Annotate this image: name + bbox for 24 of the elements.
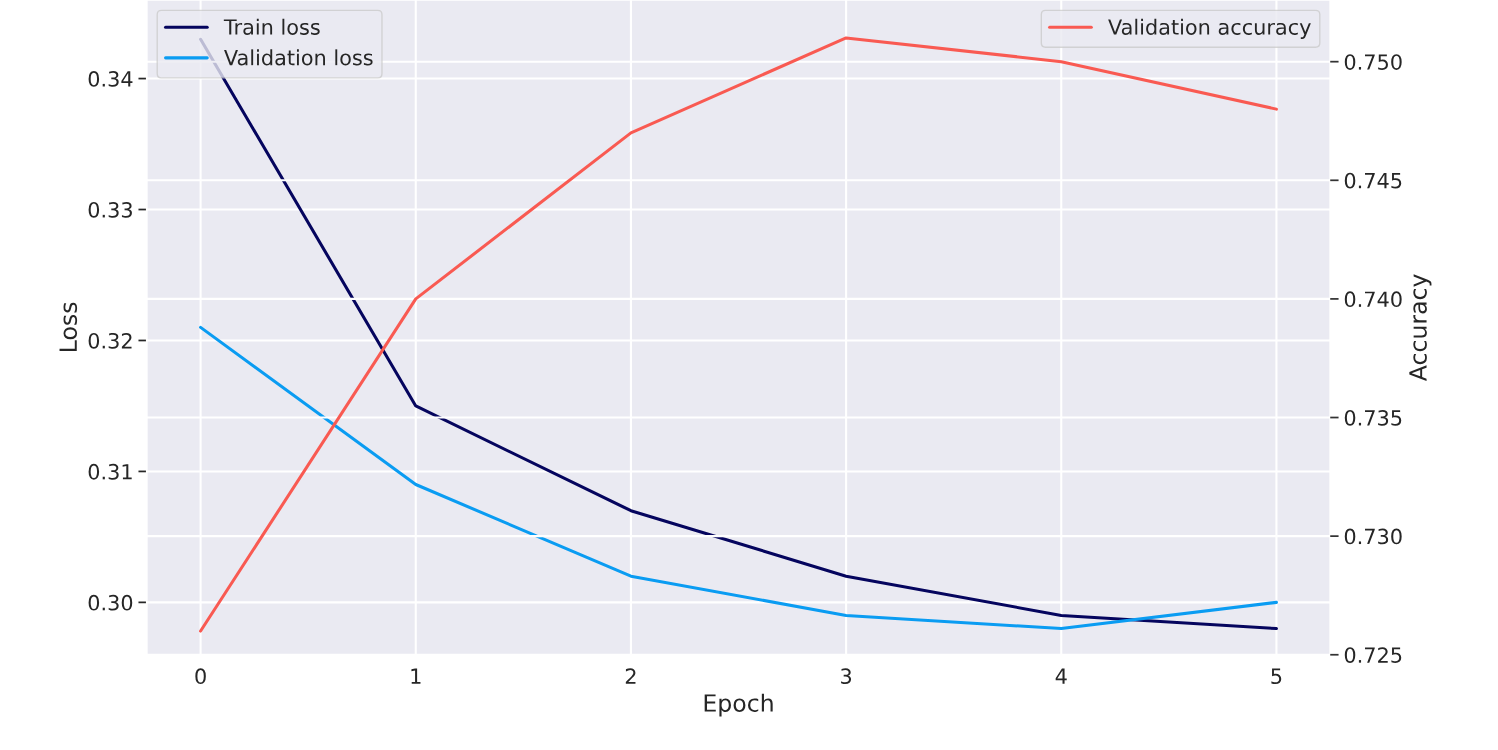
x-tick-label: 0 — [195, 668, 206, 685]
y2-axis-title: Accuracy — [1409, 274, 1432, 382]
x-axis-title: Epoch — [704, 693, 773, 717]
legend-label: Validation loss — [224, 49, 373, 66]
y2-tick-label: 0.735 — [1344, 409, 1402, 426]
x-tick-label: 2 — [625, 668, 636, 684]
y2-tick-label: 0.730 — [1344, 528, 1402, 545]
line-series — [199, 325, 1278, 631]
y-tick-label: 0.30 — [88, 594, 133, 611]
y-tick-label: 0.33 — [88, 201, 132, 218]
y2-tick-label: 0.725 — [1344, 647, 1402, 663]
legend-label: Validation accuracy — [1108, 18, 1311, 39]
y-axis-title: Loss — [59, 302, 78, 351]
legend-label: Train loss — [223, 18, 320, 35]
y-tick-label: 0.34 — [88, 71, 133, 87]
y2-tick-label: 0.750 — [1344, 54, 1402, 70]
x-tick-label: 5 — [1271, 668, 1282, 685]
x-tick-label: 3 — [841, 668, 852, 685]
y2-tick-label: 0.745 — [1344, 172, 1402, 189]
y-tick-label: 0.31 — [88, 463, 132, 480]
y2-tick-label: 0.740 — [1344, 291, 1402, 308]
x-tick-label: 4 — [1055, 668, 1067, 684]
x-tick-label: 1 — [411, 668, 421, 684]
y-tick-label: 0.32 — [88, 332, 132, 349]
